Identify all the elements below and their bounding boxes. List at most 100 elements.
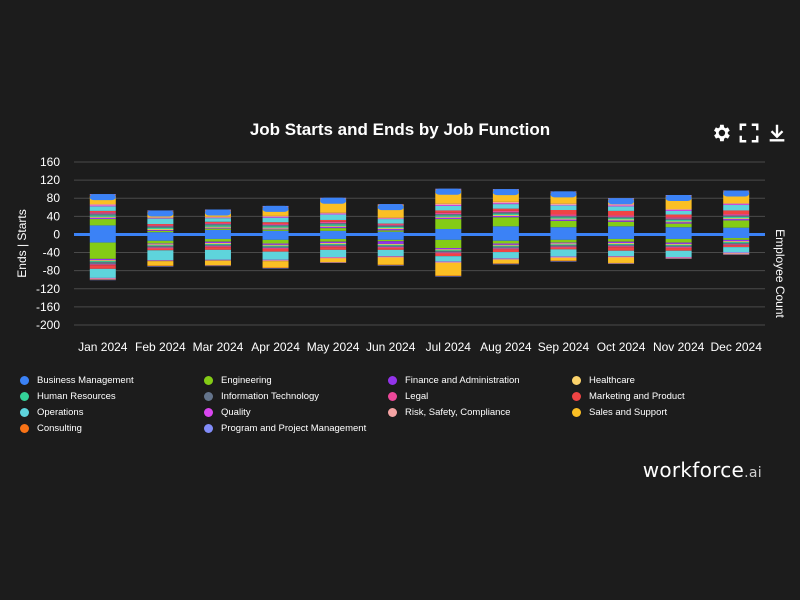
x-tick-label: Jun 2024 xyxy=(366,340,416,354)
legend-item[interactable]: Legal xyxy=(388,388,428,404)
bar-segment xyxy=(262,244,289,246)
bar-segment xyxy=(723,243,750,245)
legend-swatch xyxy=(572,391,581,401)
bar-segment xyxy=(550,243,577,245)
bar-segment xyxy=(608,256,635,258)
bar-segment xyxy=(204,234,231,239)
bar-segment xyxy=(320,258,347,263)
bar-segment xyxy=(550,244,577,246)
bar-segment xyxy=(550,219,577,221)
bar-segment xyxy=(262,229,289,231)
bar-segment xyxy=(723,253,750,254)
legend-label: Information Technology xyxy=(221,390,320,402)
bar-segment xyxy=(377,234,404,240)
brand-suffix: .ai xyxy=(744,465,762,481)
bar-segment xyxy=(492,208,519,211)
bar-segment xyxy=(550,218,577,220)
bar-segment xyxy=(608,221,635,227)
bar-segment xyxy=(492,213,519,215)
bar-segment xyxy=(492,249,519,253)
bar-segment xyxy=(492,246,519,249)
bar-segment xyxy=(147,225,174,227)
bar-segment xyxy=(550,257,577,261)
bar-segment xyxy=(665,234,692,239)
bar-segment xyxy=(377,230,404,232)
bar-segment xyxy=(608,244,635,247)
bar-segment xyxy=(723,242,750,244)
gear-icon[interactable] xyxy=(710,122,732,144)
legend-item[interactable]: Healthcare xyxy=(572,372,635,388)
bar-segment xyxy=(204,225,231,227)
bar-segment xyxy=(550,217,577,219)
bar-segment xyxy=(492,248,519,250)
bar-segment xyxy=(550,257,577,258)
download-icon[interactable] xyxy=(766,122,788,144)
bar-segment xyxy=(608,210,635,216)
bar-segment xyxy=(492,234,519,241)
bar-cap xyxy=(550,191,577,198)
bar-segment xyxy=(435,217,462,220)
bar-segment xyxy=(723,204,750,206)
bar-cap xyxy=(608,198,635,205)
bar-segment xyxy=(665,244,692,246)
legend-item[interactable]: Business Management xyxy=(20,372,134,388)
bar-segment xyxy=(492,190,519,202)
legend-label: Marketing and Product xyxy=(589,390,685,402)
bar-segment xyxy=(89,234,116,243)
bar-segment xyxy=(147,234,174,241)
legend-item[interactable]: Risk, Safety, Compliance xyxy=(388,404,510,420)
bar-segment xyxy=(550,234,577,240)
bar-segment xyxy=(492,212,519,214)
bar-segment xyxy=(550,247,577,250)
legend-item[interactable]: Operations xyxy=(20,404,83,420)
bar-segment xyxy=(377,226,404,229)
bar-segment xyxy=(204,229,231,235)
legend-item[interactable]: Quality xyxy=(204,404,251,420)
bar-segment xyxy=(550,249,577,257)
legend-item[interactable]: Program and Project Management xyxy=(204,420,366,436)
y-tick-label: -120 xyxy=(36,282,60,296)
bar-segment xyxy=(550,242,577,244)
legend-item[interactable]: Finance and Administration xyxy=(388,372,520,388)
legend-swatch xyxy=(204,423,213,433)
legend-item[interactable]: Engineering xyxy=(204,372,272,388)
expand-icon[interactable] xyxy=(738,122,760,144)
bar-segment xyxy=(320,243,347,245)
bar-segment xyxy=(204,241,231,244)
bar-segment xyxy=(262,234,289,240)
chart-toolbar xyxy=(710,122,788,144)
legend-swatch xyxy=(204,407,213,417)
bar-segment xyxy=(550,239,577,243)
bar-segment xyxy=(377,228,404,230)
legend-item[interactable]: Sales and Support xyxy=(572,404,667,420)
bar-segment xyxy=(89,212,116,214)
bar-segment xyxy=(262,248,289,252)
bar-segment xyxy=(89,264,116,266)
legend-item[interactable]: Consulting xyxy=(20,420,82,436)
bar-segment xyxy=(377,245,404,248)
bar-segment xyxy=(608,218,635,220)
legend-swatch xyxy=(20,391,29,401)
bar-segment xyxy=(550,192,577,204)
legend-item[interactable]: Marketing and Product xyxy=(572,388,685,404)
bar-segment xyxy=(320,224,347,226)
y-tick-label: 80 xyxy=(47,191,61,205)
bar-segment xyxy=(665,214,692,218)
bar-segment xyxy=(665,245,692,248)
bar-segment xyxy=(435,248,462,250)
bar-segment xyxy=(377,225,404,227)
bar-segment xyxy=(608,204,635,206)
bar-segment xyxy=(320,228,347,231)
legend-item[interactable]: Information Technology xyxy=(204,388,319,404)
legend-label: Risk, Safety, Compliance xyxy=(405,406,511,418)
y-tick-label: 40 xyxy=(47,209,61,223)
legend-label: Quality xyxy=(221,406,251,418)
legend-item[interactable]: Human Resources xyxy=(20,388,116,404)
bar-segment xyxy=(262,227,289,229)
bar-segment xyxy=(435,256,462,262)
legend-swatch xyxy=(572,375,581,385)
bar-segment xyxy=(377,217,404,219)
x-tick-label: Apr 2024 xyxy=(251,340,300,354)
bar-segment xyxy=(435,216,462,218)
